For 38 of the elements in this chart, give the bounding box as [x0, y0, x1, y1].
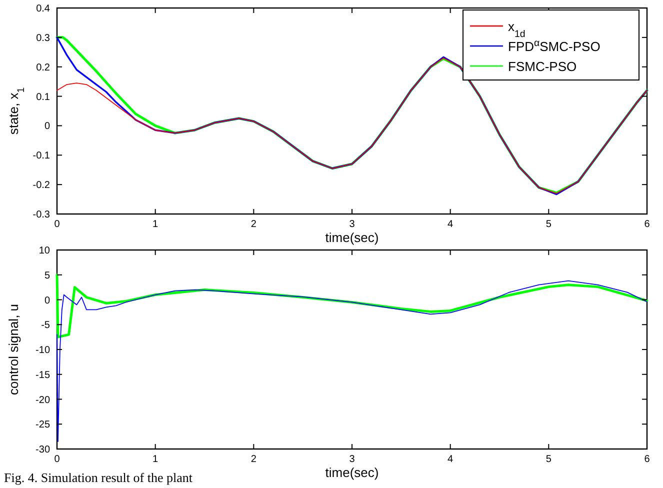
y-axis-title: control signal, u [6, 304, 21, 396]
x-tick-label: 1 [152, 454, 159, 465]
y-tick-label: 0 [44, 295, 50, 306]
y-tick-label: -10 [36, 345, 50, 356]
legend-label: FPD$^{α}$SMC-PSO [508, 38, 600, 54]
x-tick-label: 4 [448, 454, 454, 465]
x-tick-label: 2 [250, 219, 257, 230]
x-tick-label: 2 [250, 454, 257, 465]
y-tick-label: -5 [41, 320, 50, 332]
y-tick-label: 0.2 [36, 62, 50, 74]
x-tick-label: 3 [349, 454, 356, 465]
y-tick-label: 0.1 [36, 92, 50, 103]
y-tick-label: 0.4 [36, 4, 50, 14]
y-tick-label: 10 [38, 246, 50, 256]
y-tick-label: 0.3 [36, 32, 50, 44]
x-tick-label: 0 [54, 454, 60, 465]
y-tick-label: -0.2 [32, 180, 50, 192]
y-tick-label: -20 [36, 394, 50, 406]
x-axis-title: time(sec) [325, 230, 379, 245]
x-axis-title: time(sec) [325, 465, 379, 480]
x-tick-label: 4 [448, 219, 454, 230]
x-tick-label: 6 [644, 219, 650, 230]
caption: Fig. 4. Simulation result of the plant [4, 470, 193, 485]
y-tick-label: -30 [36, 444, 50, 456]
y-tick-label: 5 [44, 270, 50, 282]
x-tick-label: 6 [644, 454, 650, 465]
legend-label: FSMC-PSO [508, 59, 577, 74]
y-tick-label: -15 [36, 370, 50, 381]
y-tick-label: -25 [36, 420, 50, 431]
x-tick-label: 3 [349, 219, 356, 230]
y-tick-label: -0.3 [32, 210, 50, 220]
x-tick-label: 0 [54, 219, 60, 230]
y-tick-label: -0.1 [32, 150, 50, 162]
x-tick-label: 5 [546, 219, 552, 230]
x-tick-label: 1 [152, 219, 159, 230]
legend-label: x$_{1d}$ [508, 19, 526, 40]
x-tick-label: 5 [546, 454, 552, 465]
y-tick-label: 0 [44, 121, 50, 132]
